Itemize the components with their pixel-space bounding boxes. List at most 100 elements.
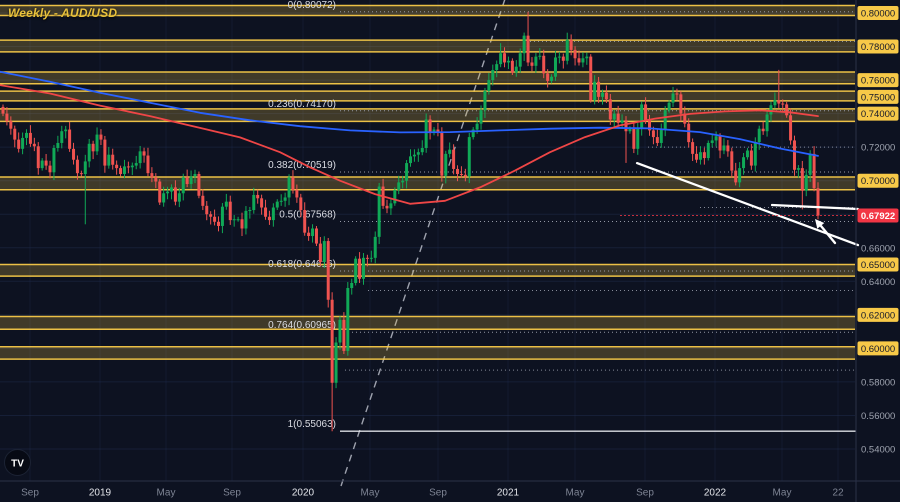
candle-body (663, 110, 667, 130)
candle-body (99, 134, 103, 140)
candle-body (420, 147, 424, 153)
candle-body (303, 210, 307, 233)
candle-body (224, 201, 228, 207)
candle-body (581, 58, 585, 63)
candle-body (789, 115, 793, 141)
price-level-pill (857, 39, 899, 54)
month-label: Sep (21, 488, 39, 499)
candle-body (734, 170, 738, 183)
candle-body (236, 219, 240, 221)
candle-body (385, 205, 389, 209)
candle-body (40, 160, 44, 169)
candle-body (808, 153, 812, 175)
fibonacci-retracement[interactable]: 0(0.80072) 0.236(0.74170) 0.382(0.70519) 0.… (268, 0, 856, 432)
candle-body (416, 152, 420, 155)
candle-body (608, 99, 612, 120)
candle-body (64, 129, 68, 132)
candle-body (561, 56, 565, 61)
candle-body (604, 92, 608, 100)
breakdown-arrow[interactable] (819, 224, 837, 245)
candle-body (550, 76, 554, 81)
descending-trendline[interactable] (635, 161, 860, 247)
candle-body (189, 176, 193, 185)
candle-body (177, 193, 181, 202)
candle-body (514, 66, 518, 73)
candle-body (412, 154, 416, 157)
candle-body (169, 187, 173, 192)
candle-body (800, 168, 804, 191)
candle-body (499, 53, 503, 65)
candle-body (295, 189, 299, 198)
candle-body (530, 62, 534, 66)
time-axis[interactable]: Sep 2019 May Sep 2020 May Sep 2021 May Sep 2022 May… (21, 488, 844, 499)
candle-body (671, 93, 675, 103)
candle-body (518, 53, 522, 67)
candle-body (354, 258, 358, 283)
candle-body (271, 207, 275, 221)
year-label: 2021 (497, 488, 520, 499)
candle-body (698, 152, 702, 160)
candle-body (346, 288, 350, 351)
candle-body (95, 134, 99, 152)
tradingview-logo-text: TV (11, 459, 24, 470)
candle-body (804, 174, 808, 191)
candle-body (103, 139, 107, 166)
candle-body (28, 132, 32, 144)
candle-body (510, 60, 514, 73)
candle-body (350, 282, 354, 289)
candle-body (640, 104, 644, 128)
fast-moving-average-line[interactable] (0, 84, 819, 205)
candle-body (122, 166, 126, 174)
candle-body (428, 119, 432, 133)
tradingview-logo[interactable]: TV (4, 449, 31, 476)
candle-body (126, 166, 130, 168)
zone-band (0, 346, 855, 360)
candle-body (205, 205, 209, 215)
month-label: 22 (832, 488, 844, 499)
candle-body (565, 39, 569, 61)
candle-body (651, 130, 655, 138)
price-level-label: 0.70000 (861, 176, 895, 187)
candle-body (32, 143, 36, 147)
candle-body (291, 177, 295, 190)
candle-body (311, 228, 315, 237)
candle-body (710, 140, 714, 143)
candle-body (158, 181, 162, 203)
candle-body (687, 123, 691, 143)
candle-body (738, 168, 742, 183)
candle-body (632, 128, 636, 149)
candle-body (553, 57, 557, 77)
candle-body (193, 173, 197, 177)
ascending-dashed-trendline[interactable] (340, 0, 506, 487)
candle-body (338, 319, 342, 343)
price-level-pill (857, 307, 899, 322)
candlestick-series (1, 11, 820, 432)
candle-body (659, 129, 663, 143)
breakdown-arrow-head (815, 219, 825, 229)
month-label: May (361, 488, 380, 499)
candle-body (667, 102, 671, 111)
candle-body (452, 149, 456, 169)
fib-level-label: 0.236(0.74170) (268, 99, 336, 110)
candle-body (377, 186, 381, 237)
candle-body (491, 70, 495, 81)
candle-body (585, 56, 589, 59)
slow-moving-average-line[interactable] (0, 70, 819, 157)
candle-body (142, 151, 146, 156)
candle-body (342, 319, 346, 351)
candle-body (526, 35, 530, 63)
candle-body (17, 139, 21, 149)
price-axis[interactable]: 0.80000 0.78000 0.76000 0.75000 0.74000 0.720… (857, 6, 899, 455)
candle-body (9, 121, 13, 129)
candle-body (21, 137, 25, 149)
candle-body (68, 129, 72, 149)
candle-body (714, 136, 718, 141)
candle-body (389, 203, 393, 209)
fib-level-label: 0(0.80072) (288, 0, 336, 11)
current-price-pill (857, 208, 899, 223)
fib-level-label: 0.5(0.67568) (279, 209, 336, 220)
candle-body (256, 194, 260, 199)
current-price-label: 0.67922 (861, 211, 895, 222)
horizontal-support-line[interactable] (770, 203, 860, 211)
